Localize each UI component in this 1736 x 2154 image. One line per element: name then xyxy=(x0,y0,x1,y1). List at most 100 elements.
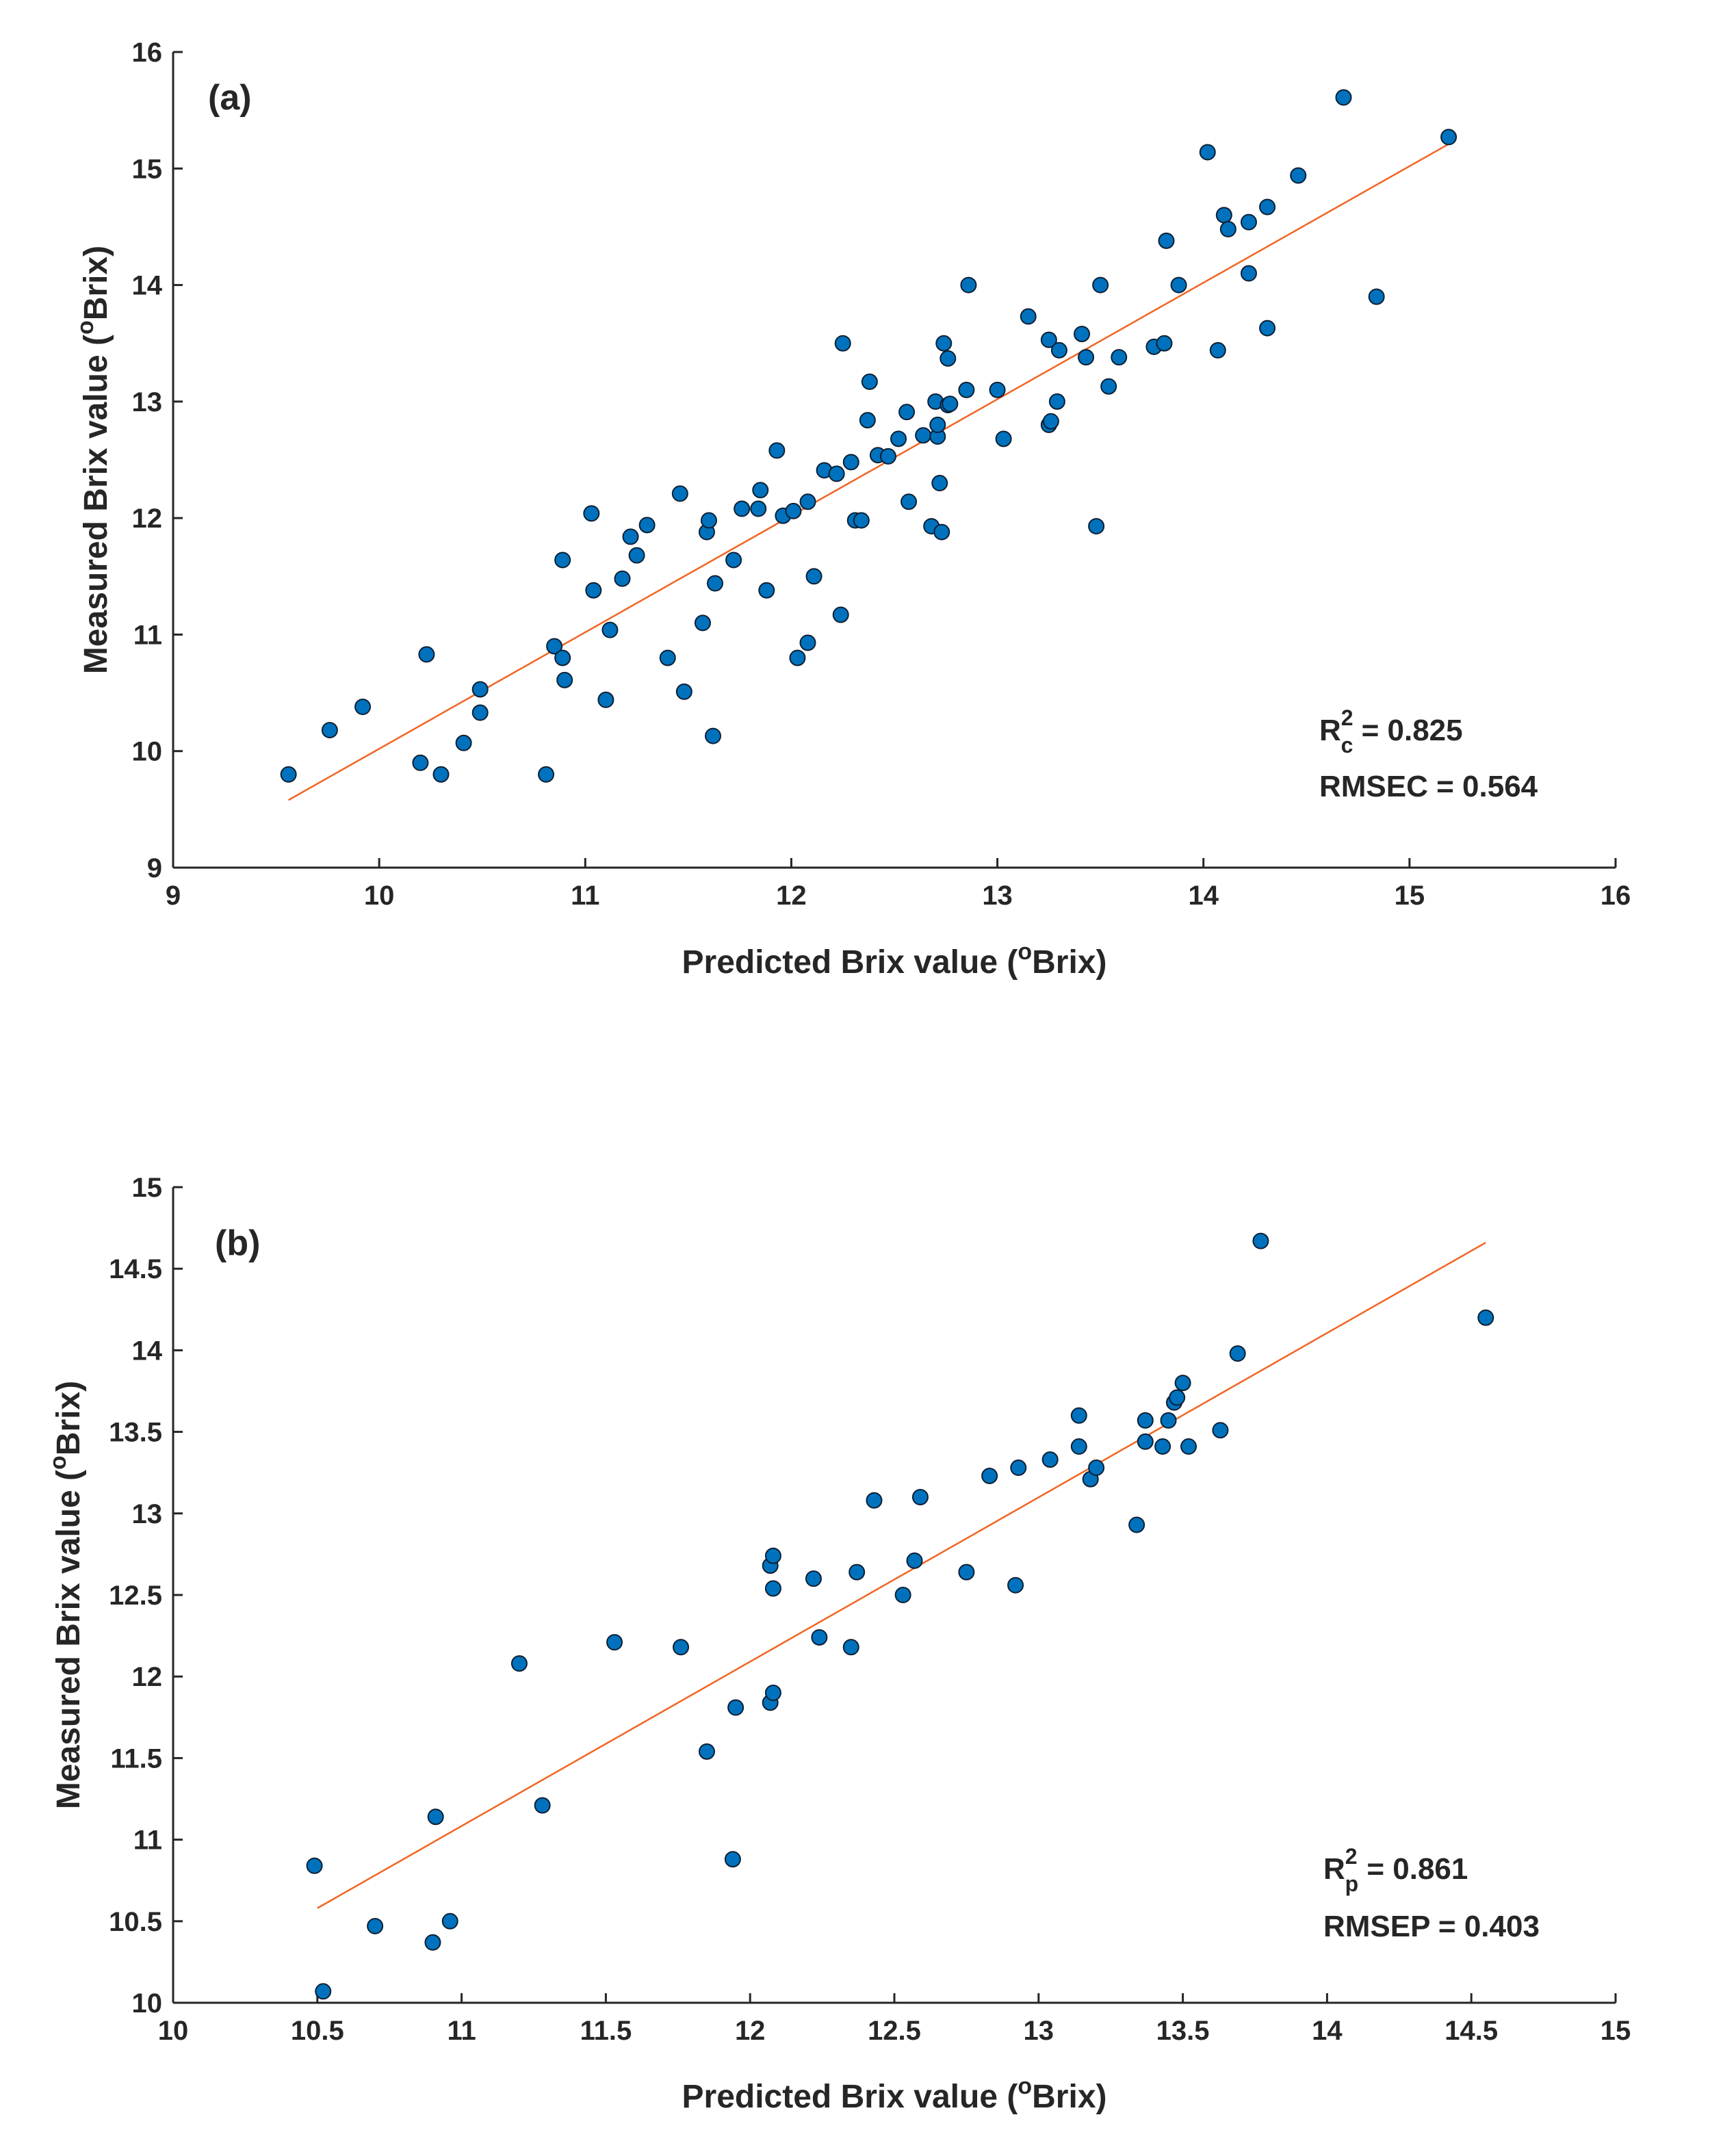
chart-b: 10 10.5 11 11.5 12 12.5 13 13.5 14 14.5 15 1010.51… xyxy=(45,1173,1631,2115)
data-point-b-37 xyxy=(1137,1433,1154,1450)
data-point-a-39 xyxy=(799,493,816,510)
y-tick-label-b-8: 14 xyxy=(132,1336,163,1366)
data-point-b-19 xyxy=(811,1629,828,1646)
data-point-a-28 xyxy=(704,727,721,744)
data-point-a-43 xyxy=(828,465,845,482)
data-point-b-1 xyxy=(315,1983,332,2000)
r2-stat-b: R2 p = 0.861 xyxy=(1323,1844,1468,1896)
data-point-b-26 xyxy=(958,1563,975,1581)
data-point-a-48 xyxy=(853,512,870,529)
x-axis-label-b: Predicted Brix value (oBrix) xyxy=(682,2073,1107,2115)
data-point-a-70 xyxy=(995,430,1012,447)
data-point-a-2 xyxy=(354,699,372,716)
data-point-b-47 xyxy=(1477,1309,1494,1326)
data-point-a-84 xyxy=(1156,335,1173,352)
data-point-b-18 xyxy=(805,1570,822,1587)
panel-label-b: (b) xyxy=(215,1223,260,1263)
data-point-a-18 xyxy=(614,570,631,587)
data-point-a-75 xyxy=(1048,393,1065,410)
y-tick-label-b-2: 11 xyxy=(133,1826,162,1856)
data-point-b-12 xyxy=(727,1699,744,1716)
y-tick-label-a-1: 10 xyxy=(132,737,163,767)
data-point-a-98 xyxy=(1440,129,1458,146)
y-tick-label-b-4: 12 xyxy=(132,1662,163,1692)
data-point-a-7 xyxy=(471,704,489,721)
data-point-a-4 xyxy=(418,646,435,663)
x-tick-label-a-6: 15 xyxy=(1395,881,1425,911)
chart-a: 9 10 11 12 13 14 15 16 9 10 11 12 13 14 15 16 (a) R2 c … xyxy=(73,38,1631,981)
data-point-a-77 xyxy=(1074,326,1091,343)
data-point-a-44 xyxy=(832,606,849,623)
y-tick-label-a-2: 11 xyxy=(133,620,162,650)
data-point-b-42 xyxy=(1174,1375,1191,1392)
data-point-b-11 xyxy=(724,1851,741,1868)
y-tick-label-a-5: 14 xyxy=(132,271,163,301)
x-tick-label-b-10: 15 xyxy=(1601,2016,1631,2046)
data-point-a-46 xyxy=(842,454,859,471)
data-point-a-14 xyxy=(583,505,600,522)
x-tick-label-a-0: 9 xyxy=(166,881,181,911)
rmse-stat-b: RMSEP = 0.403 xyxy=(1323,1910,1540,1943)
y-axis-label-sup-a: o xyxy=(73,320,99,335)
data-point-a-52 xyxy=(879,447,896,465)
data-point-a-78 xyxy=(1078,349,1095,366)
data-point-a-3 xyxy=(412,754,429,771)
x-tick-labels-a: 9 10 11 12 13 14 15 16 xyxy=(166,858,1631,911)
y-tick-label-a-7: 16 xyxy=(132,38,163,68)
y-axis-label-unit-b: Brix) xyxy=(51,1381,87,1455)
x-tick-label-b-2: 11 xyxy=(447,2016,476,2046)
x-axis-label-sup-b: o xyxy=(1018,2073,1032,2099)
y-axis-label-b: Measured Brix value (oBrix) xyxy=(45,1381,87,1809)
data-point-a-71 xyxy=(1020,308,1037,325)
data-point-a-30 xyxy=(725,552,742,569)
x-tick-label-a-1: 10 xyxy=(364,881,395,911)
data-point-a-97 xyxy=(1368,288,1385,305)
x-axis-label-unit-a: Brix) xyxy=(1032,944,1106,981)
y-tick-label-a-6: 15 xyxy=(132,154,163,184)
data-point-a-11 xyxy=(554,649,571,666)
data-point-a-9 xyxy=(538,766,555,783)
rmse-stat-a: RMSEC = 0.564 xyxy=(1319,770,1538,803)
r2-sub-a: c xyxy=(1341,733,1353,757)
data-point-a-34 xyxy=(758,582,775,599)
data-point-b-7 xyxy=(534,1797,551,1814)
y-tick-label-b-9: 14.5 xyxy=(109,1254,162,1284)
data-point-a-68 xyxy=(960,276,977,294)
data-point-a-12 xyxy=(556,671,573,688)
y-tick-label-b-5: 12.5 xyxy=(109,1581,162,1611)
data-point-b-10 xyxy=(698,1743,715,1760)
data-point-b-44 xyxy=(1212,1422,1229,1439)
data-point-b-36 xyxy=(1137,1412,1154,1429)
data-point-b-20 xyxy=(842,1639,859,1656)
data-point-a-85 xyxy=(1158,232,1175,249)
x-tick-labels-b: 10 10.5 11 11.5 12 12.5 13 13.5 14 14.5 15 xyxy=(158,1993,1631,2046)
data-point-a-19 xyxy=(622,528,639,545)
y-tick-label-b-10: 15 xyxy=(132,1173,163,1203)
data-point-a-62 xyxy=(933,523,950,541)
y-tick-label-a-0: 9 xyxy=(147,853,162,883)
data-point-b-31 xyxy=(1070,1407,1087,1424)
panel-label-a: (a) xyxy=(208,78,252,118)
x-tick-label-a-7: 16 xyxy=(1601,881,1631,911)
x-tick-label-b-1: 10.5 xyxy=(291,2016,344,2046)
data-point-b-17 xyxy=(764,1580,781,1597)
data-point-a-8 xyxy=(471,681,489,698)
data-point-a-79 xyxy=(1088,518,1105,535)
data-point-a-37 xyxy=(785,502,802,519)
x-tick-label-b-7: 13.5 xyxy=(1156,2016,1210,2046)
r2-prefix-b: R xyxy=(1323,1852,1345,1886)
data-point-a-63 xyxy=(935,335,953,352)
data-point-b-4 xyxy=(427,1808,444,1826)
data-point-a-1 xyxy=(321,722,338,739)
data-point-a-17 xyxy=(601,621,619,638)
points-b xyxy=(306,1232,1494,2000)
y-axis-label-text-a: Measured Brix value ( xyxy=(78,335,114,674)
r2-sub-b: p xyxy=(1345,1871,1359,1896)
data-point-a-24 xyxy=(675,683,692,700)
data-point-a-45 xyxy=(834,335,851,352)
data-point-b-30 xyxy=(1041,1451,1059,1468)
data-point-b-27 xyxy=(981,1467,998,1484)
r2-stat-a: R2 c = 0.825 xyxy=(1319,705,1463,757)
r2-value-a: = 0.825 xyxy=(1353,714,1462,747)
data-point-b-32 xyxy=(1070,1438,1087,1455)
